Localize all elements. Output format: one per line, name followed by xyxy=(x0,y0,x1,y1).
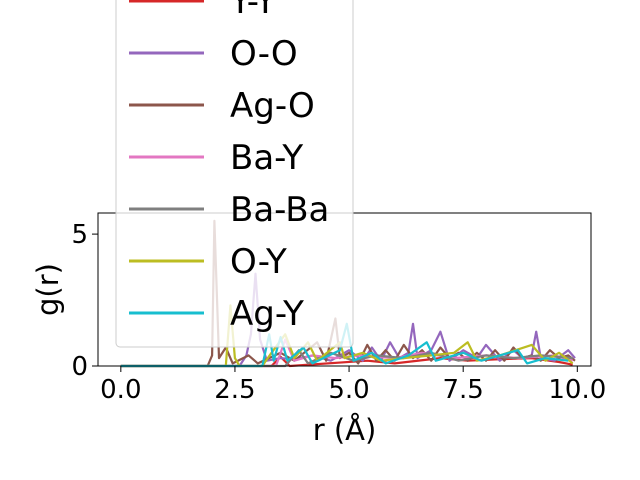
y-tick-label-1: 5 xyxy=(71,220,88,250)
legend-label-3: Ba-Y xyxy=(230,138,303,178)
y-axis-ticks: 05 xyxy=(71,220,98,382)
legend: Y-Y O-O Ag-O Ba-Y Ba-Ba O-Y Ag-Y xyxy=(115,0,354,348)
x-tick-label-1: 2.5 xyxy=(214,375,255,405)
x-tick-label-0: 0.0 xyxy=(100,375,141,405)
legend-label-5: O-Y xyxy=(230,242,287,282)
x-tick-label-3: 7.5 xyxy=(443,375,484,405)
y-axis-label: g(r) xyxy=(31,263,65,316)
x-tick-label-4: 10.0 xyxy=(548,375,606,405)
legend-label-0: Y-Y xyxy=(229,0,276,22)
x-tick-label-2: 5.0 xyxy=(328,375,369,405)
x-axis-ticks: 0.0 2.5 5.0 7.5 10.0 xyxy=(100,366,606,405)
y-tick-label-0: 0 xyxy=(71,352,88,382)
x-axis-label: r (Å) xyxy=(313,413,377,447)
legend-label-1: O-O xyxy=(230,34,298,74)
legend-label-4: Ba-Ba xyxy=(230,190,329,230)
legend-label-6: Ag-Y xyxy=(230,294,304,334)
legend-label-2: Ag-O xyxy=(230,86,315,126)
